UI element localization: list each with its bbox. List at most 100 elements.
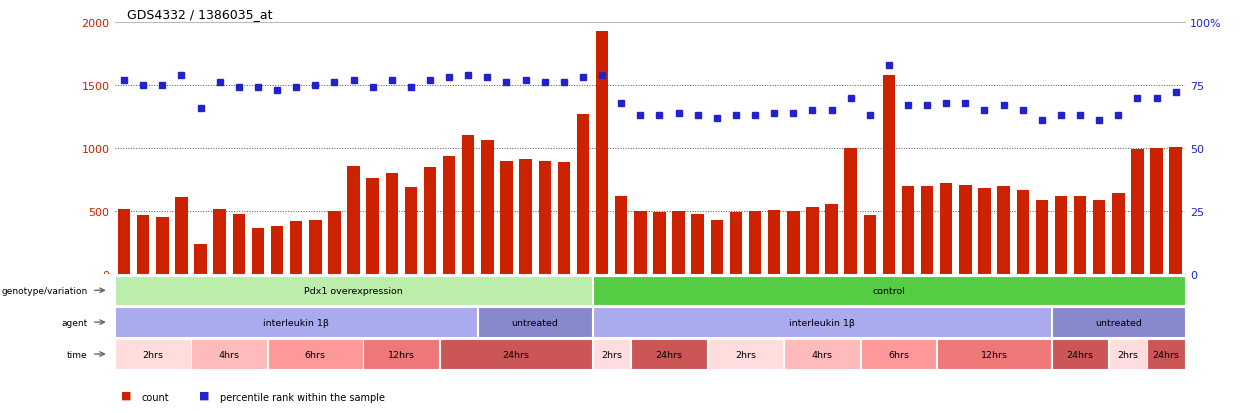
Bar: [115, 339, 190, 369]
Bar: [194, 244, 207, 275]
Text: 24hrs: 24hrs: [656, 350, 682, 358]
Bar: [115, 308, 477, 337]
Bar: [634, 211, 646, 275]
Bar: [290, 222, 303, 275]
Text: percentile rank within the sample: percentile rank within the sample: [220, 392, 386, 402]
Bar: [1132, 150, 1144, 275]
Bar: [558, 163, 570, 275]
Bar: [347, 166, 360, 275]
Bar: [1109, 339, 1147, 369]
Text: 4hrs: 4hrs: [219, 350, 240, 358]
Bar: [1093, 200, 1106, 275]
Text: ■: ■: [199, 390, 209, 400]
Text: agent: agent: [61, 318, 87, 327]
Bar: [115, 276, 593, 305]
Bar: [268, 339, 362, 369]
Text: count: count: [142, 392, 169, 402]
Bar: [213, 209, 225, 275]
Bar: [1052, 308, 1185, 337]
Text: 24hrs: 24hrs: [1153, 350, 1179, 358]
Bar: [443, 156, 456, 275]
Bar: [576, 115, 589, 275]
Text: 12hrs: 12hrs: [981, 350, 1007, 358]
Bar: [478, 308, 593, 337]
Bar: [807, 208, 819, 275]
Bar: [481, 141, 493, 275]
Text: 2hrs: 2hrs: [601, 350, 622, 358]
Bar: [979, 189, 991, 275]
Text: 2hrs: 2hrs: [735, 350, 756, 358]
Bar: [233, 214, 245, 275]
Bar: [860, 339, 936, 369]
Text: ■: ■: [121, 390, 131, 400]
Bar: [500, 161, 513, 275]
Bar: [1150, 149, 1163, 275]
Bar: [539, 161, 552, 275]
Text: genotype/variation: genotype/variation: [1, 286, 87, 295]
Text: 12hrs: 12hrs: [388, 350, 415, 358]
Bar: [423, 168, 436, 275]
Text: Pdx1 overexpression: Pdx1 overexpression: [304, 286, 403, 295]
Text: 4hrs: 4hrs: [812, 350, 833, 358]
Bar: [309, 221, 321, 275]
Text: untreated: untreated: [1094, 318, 1142, 327]
Bar: [672, 211, 685, 275]
Text: GDS4332 / 1386035_at: GDS4332 / 1386035_at: [127, 8, 273, 21]
Text: time: time: [67, 350, 87, 358]
Bar: [787, 211, 799, 275]
Text: control: control: [873, 286, 905, 295]
Bar: [631, 339, 707, 369]
Bar: [593, 276, 1185, 305]
Bar: [251, 228, 264, 275]
Bar: [937, 339, 1051, 369]
Text: untreated: untreated: [512, 318, 559, 327]
Bar: [748, 211, 761, 275]
Bar: [1074, 197, 1087, 275]
Bar: [137, 216, 149, 275]
Bar: [730, 213, 742, 275]
Bar: [593, 339, 630, 369]
Bar: [844, 149, 857, 275]
Bar: [405, 188, 417, 275]
Bar: [271, 227, 284, 275]
Bar: [1052, 339, 1108, 369]
Bar: [176, 198, 188, 275]
Bar: [940, 184, 952, 275]
Bar: [615, 197, 627, 275]
Bar: [959, 185, 971, 275]
Bar: [768, 210, 781, 275]
Bar: [1169, 147, 1182, 275]
Text: interleukin 1β: interleukin 1β: [263, 318, 329, 327]
Bar: [997, 186, 1010, 275]
Bar: [596, 31, 609, 275]
Text: 2hrs: 2hrs: [142, 350, 163, 358]
Bar: [364, 339, 439, 369]
Text: 2hrs: 2hrs: [1117, 350, 1138, 358]
Text: 24hrs: 24hrs: [1067, 350, 1093, 358]
Bar: [118, 209, 131, 275]
Bar: [192, 339, 268, 369]
Bar: [1036, 200, 1048, 275]
Bar: [864, 216, 876, 275]
Bar: [691, 214, 703, 275]
Bar: [439, 339, 593, 369]
Bar: [1016, 190, 1028, 275]
Bar: [156, 218, 168, 275]
Bar: [593, 308, 1051, 337]
Bar: [711, 221, 723, 275]
Text: 24hrs: 24hrs: [503, 350, 529, 358]
Text: 6hrs: 6hrs: [305, 350, 326, 358]
Bar: [386, 174, 398, 275]
Text: interleukin 1β: interleukin 1β: [789, 318, 855, 327]
Bar: [784, 339, 860, 369]
Bar: [883, 76, 895, 275]
Bar: [1148, 339, 1185, 369]
Text: 6hrs: 6hrs: [888, 350, 909, 358]
Bar: [825, 204, 838, 275]
Bar: [462, 136, 474, 275]
Bar: [329, 211, 341, 275]
Bar: [901, 186, 914, 275]
Bar: [1112, 194, 1124, 275]
Bar: [1055, 197, 1067, 275]
Bar: [366, 179, 378, 275]
